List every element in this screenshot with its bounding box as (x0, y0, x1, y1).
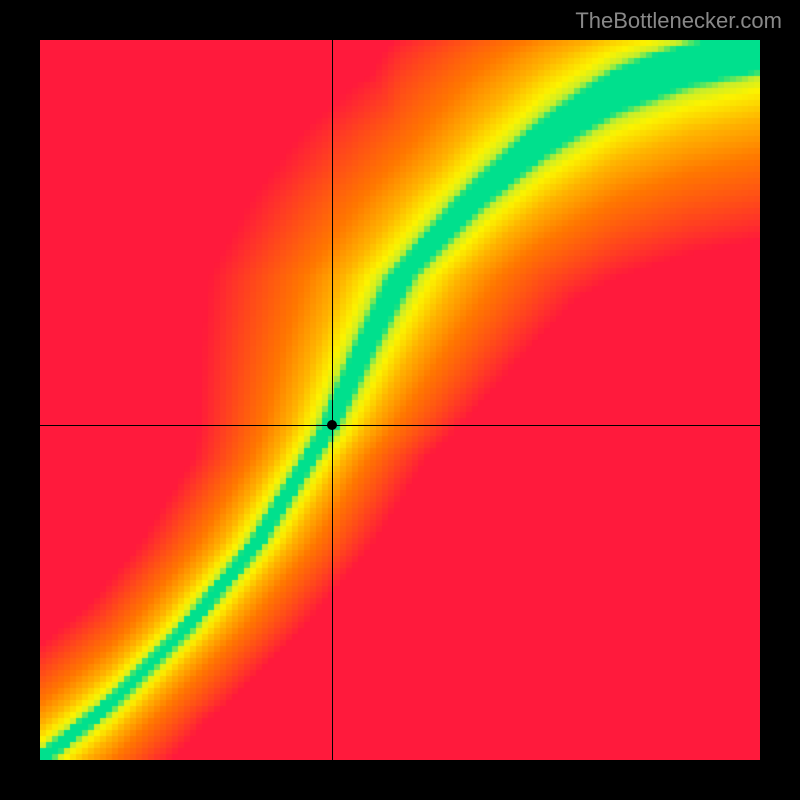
watermark-text: TheBottlenecker.com (575, 8, 782, 34)
bottleneck-heatmap (40, 40, 760, 760)
crosshair-marker (327, 420, 337, 430)
heatmap-canvas (40, 40, 760, 760)
crosshair-horizontal (40, 425, 760, 426)
crosshair-vertical (332, 40, 333, 760)
